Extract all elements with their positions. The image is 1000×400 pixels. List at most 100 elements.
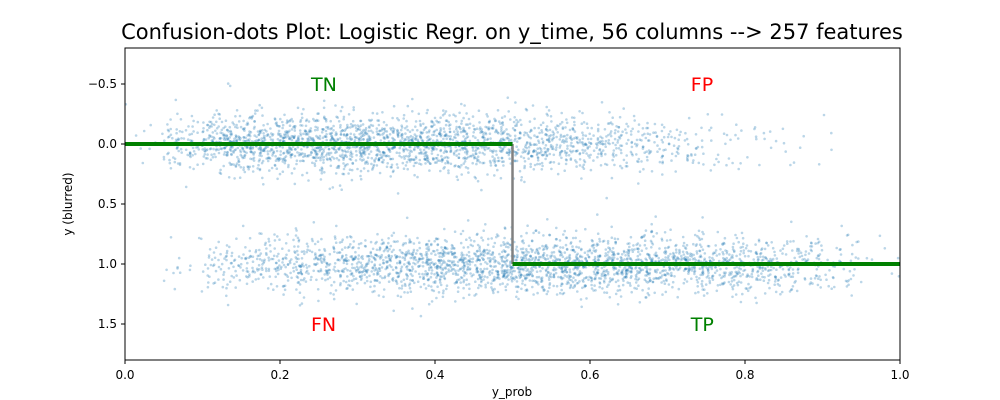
data-point [357,270,361,274]
data-point [759,255,762,258]
data-point [264,267,268,270]
data-point [362,158,365,161]
data-point [537,258,541,262]
data-point [304,129,308,133]
data-point [442,274,446,278]
data-point [391,279,395,282]
data-point [430,252,433,255]
data-point [428,169,431,172]
data-point [702,163,705,166]
data-point [234,148,237,151]
data-point [581,137,585,140]
data-point [375,253,378,257]
data-point [401,284,404,288]
data-point [502,272,506,276]
data-point [396,166,400,169]
data-point [500,130,503,133]
data-point [476,155,480,158]
data-point [341,255,344,258]
data-point [246,134,249,137]
data-point [299,265,302,268]
data-point [392,169,395,173]
data-point [564,158,568,161]
data-point [287,165,290,169]
data-point [386,135,390,139]
data-point [529,165,532,169]
data-point [249,157,252,161]
data-point [292,136,296,139]
data-point [282,136,286,140]
data-point [315,150,318,153]
data-point [492,159,495,162]
data-point [307,130,311,134]
data-point [430,272,433,275]
data-point [251,255,255,258]
data-point [502,241,505,244]
data-point [245,256,248,260]
data-point [576,149,579,152]
data-point [402,167,406,170]
data-point [225,251,229,255]
data-point [528,141,532,145]
data-point [682,241,686,245]
data-point [735,265,738,269]
data-point [443,277,447,281]
data-point [190,139,194,143]
data-point [256,109,259,112]
data-point [406,274,410,278]
data-point [282,293,285,296]
data-point [256,139,260,143]
data-point [678,133,681,137]
data-point [350,279,354,283]
data-point [617,135,621,139]
data-point [629,130,633,133]
data-point [268,156,271,160]
data-point [494,130,497,134]
data-point [475,162,478,166]
data-point [571,236,575,240]
data-point [322,148,325,151]
data-point [403,137,407,141]
data-point [286,131,289,134]
data-point [475,127,479,130]
data-point [225,134,228,138]
data-point [462,286,465,290]
data-point [449,123,452,126]
data-point [817,240,821,244]
data-point [638,244,642,247]
data-point [508,150,511,154]
data-point [270,257,273,261]
data-point [397,118,401,122]
data-point [581,165,584,169]
data-point [339,273,342,277]
data-point [570,248,573,252]
data-point [730,280,734,283]
data-point [287,249,291,252]
data-point [303,277,306,280]
data-point [353,139,357,142]
data-point [411,110,414,113]
data-point [452,252,455,256]
data-point [253,120,256,123]
data-point [251,269,255,273]
data-point [355,153,358,157]
data-point [267,256,271,260]
data-point [546,290,550,293]
data-point [209,147,213,150]
data-point [352,133,356,136]
data-point [362,149,366,153]
data-point [513,134,517,138]
data-point [515,280,519,283]
data-point [219,168,222,172]
data-point [417,265,420,269]
data-point [405,250,408,254]
data-point [569,242,572,245]
data-point [296,146,300,149]
data-point [258,158,262,161]
data-point [438,134,442,137]
data-point [519,273,523,276]
data-point [586,126,589,130]
data-point [389,244,393,248]
data-point [430,261,434,264]
data-point [439,258,443,262]
